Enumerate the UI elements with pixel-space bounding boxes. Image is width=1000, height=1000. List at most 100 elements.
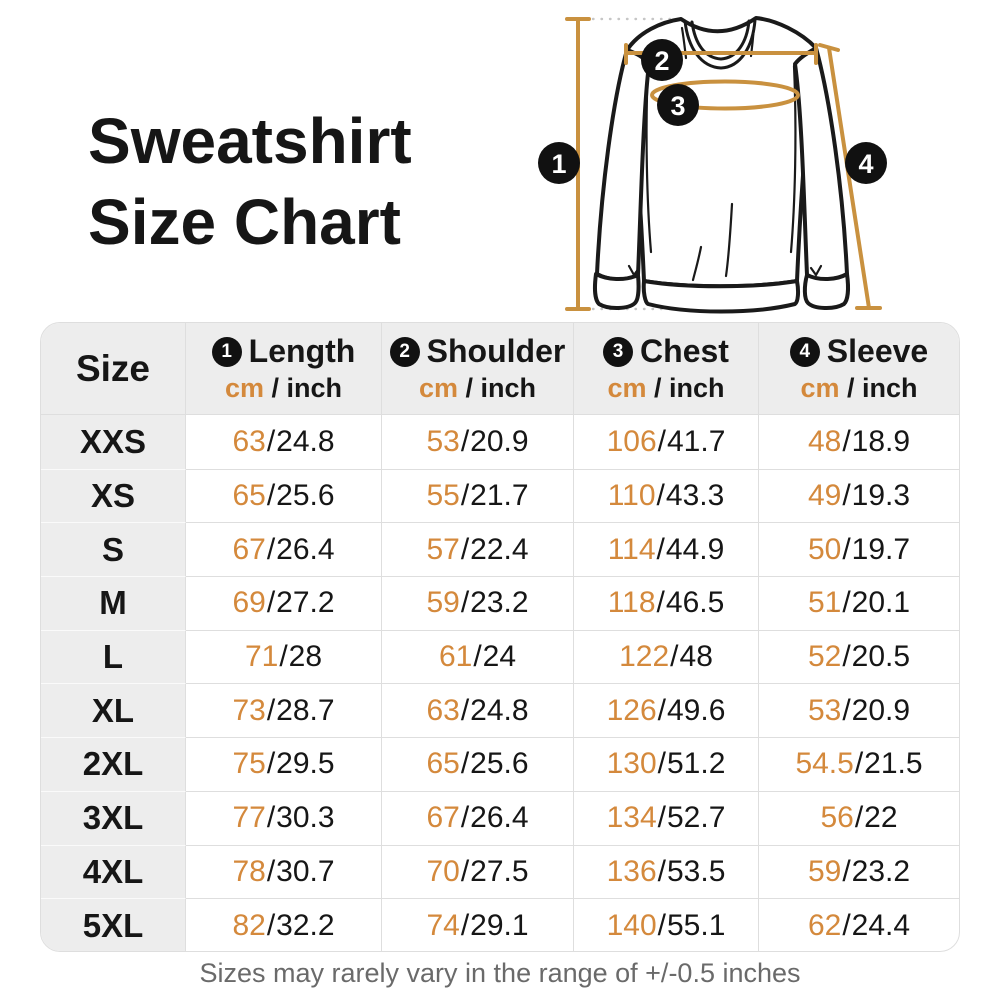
value-separator: / [670,640,679,674]
measurement-cell-shoulder: 65/25.6 [382,737,574,791]
value-cm: 69 [232,586,266,620]
measurement-cell-sleeve: 56/22 [759,790,959,845]
measurement-cell-length: 65/25.6 [186,468,382,523]
measurement-cell-chest: 110/43.3 [574,468,759,523]
column-units: cm / inch [419,373,536,404]
value-inch: 19.7 [851,532,911,566]
value-cm: 55 [426,479,460,513]
value-separator: / [657,801,666,835]
value-inch: 48 [679,640,713,674]
value-separator: / [460,586,470,620]
value-inch: 25.6 [470,747,529,781]
value-inch: 24.4 [851,908,911,942]
value-cm: 63 [426,693,460,727]
value-cm: 106 [606,424,657,458]
value-inch: 30.3 [276,801,335,835]
value-cm: 75 [232,747,266,781]
value-inch: 24 [482,640,517,674]
body-crease-2 [691,245,703,282]
value-cm: 130 [606,747,657,781]
table-row: XS 65/25.6 55/21.7 110/43.3 49/19.3 [41,468,959,523]
value-separator: / [657,908,666,942]
column-header-size: Size [41,323,186,415]
column-label: Chest [640,333,729,369]
size-cell: XL [41,683,186,738]
value-inch: 19.3 [851,479,911,513]
value-separator: / [460,532,470,566]
size-cell: 2XL [41,737,186,791]
table-row: 5XL 82/32.2 74/29.1 140/55.1 62/24.4 [41,898,959,951]
value-cm: 67 [426,801,460,835]
column-number-badge: 3 [603,336,634,367]
right-sleeve [793,46,849,282]
value-inch: 29.1 [470,908,529,942]
value-inch: 20.5 [851,640,911,674]
value-inch: 26.4 [276,532,335,566]
value-cm: 136 [606,854,657,888]
value-cm: 114 [607,532,656,566]
value-separator: / [657,424,666,458]
svg-text:2: 2 [654,46,669,76]
marker-2-shoulder: 2 [641,39,683,81]
svg-text:4: 4 [858,149,873,179]
value-separator: / [657,747,666,781]
measurement-cell-length: 78/30.7 [186,844,382,899]
value-cm: 82 [232,908,266,942]
value-separator: / [854,747,864,781]
size-cell: M [41,576,186,630]
value-inch: 23.2 [851,854,911,888]
value-inch: 28 [288,640,323,674]
collar-inner-line-2 [690,19,751,61]
table-row: 3XL 77/30.3 67/26.4 134/52.7 56/22 [41,790,959,845]
measurement-cell-sleeve: 54.5/21.5 [759,737,959,791]
value-separator: / [656,586,665,620]
unit-cm-label: cm [607,373,647,403]
table-row: XXS 63/24.8 53/20.9 106/41.7 48/18.9 [41,415,959,469]
size-chart-table: Size 1 Length cm / inch 2 Shoulder cm / … [40,322,960,952]
table-row: L 71/28 61/24 122/48 52/20.5 [41,629,959,684]
size-cell: 4XL [41,844,186,899]
footer-note: Sizes may rarely vary in the range of +/… [199,958,801,988]
value-cm: 52 [807,640,842,674]
value-inch: 20.9 [851,693,911,727]
svg-text:1: 1 [551,149,566,179]
body-crease-1 [724,202,734,278]
table-row: S 67/26.4 57/22.4 114/44.9 50/19.7 [41,522,959,577]
measurement-cell-shoulder: 74/29.1 [382,898,574,951]
value-inch: 28.7 [276,693,335,727]
value-inch: 43.3 [665,479,725,513]
column-number-badge: 2 [389,336,420,367]
measurement-cell-shoulder: 53/20.9 [382,415,574,469]
value-cm: 63 [232,424,266,458]
value-cm: 51 [807,586,842,620]
value-separator: / [460,424,470,458]
value-cm: 78 [232,854,266,888]
value-separator: / [460,854,470,888]
collar-inner-line [683,18,757,70]
unit-inch-label: / inch [264,373,343,403]
size-cell: XS [41,468,186,523]
measurement-cell-chest: 118/46.5 [574,576,759,630]
column-header-length: 1 Length cm / inch [186,323,382,415]
measurement-cell-length: 71/28 [186,629,382,684]
value-separator: / [266,532,276,566]
value-cm: 57 [426,532,460,566]
value-cm: 73 [232,693,266,727]
value-separator: / [842,532,851,566]
value-separator: / [460,479,470,513]
value-separator: / [656,479,665,513]
value-inch: 27.2 [276,586,335,620]
table-row: 4XL 78/30.7 70/27.5 136/53.5 59/23.2 [41,844,959,899]
value-cm: 48 [807,424,842,458]
size-cell: 5XL [41,898,186,951]
value-inch: 41.7 [667,424,726,458]
value-cm: 70 [426,854,460,888]
measurement-cell-shoulder: 63/24.8 [382,683,574,738]
value-separator: / [266,479,276,513]
measurement-cell-sleeve: 50/19.7 [759,522,959,576]
measurement-cell-shoulder: 59/23.2 [382,576,574,630]
value-cm: 110 [607,479,656,513]
value-inch: 22.4 [470,532,529,566]
measurement-cell-length: 73/28.7 [186,683,382,738]
value-inch: 29.5 [276,747,335,781]
